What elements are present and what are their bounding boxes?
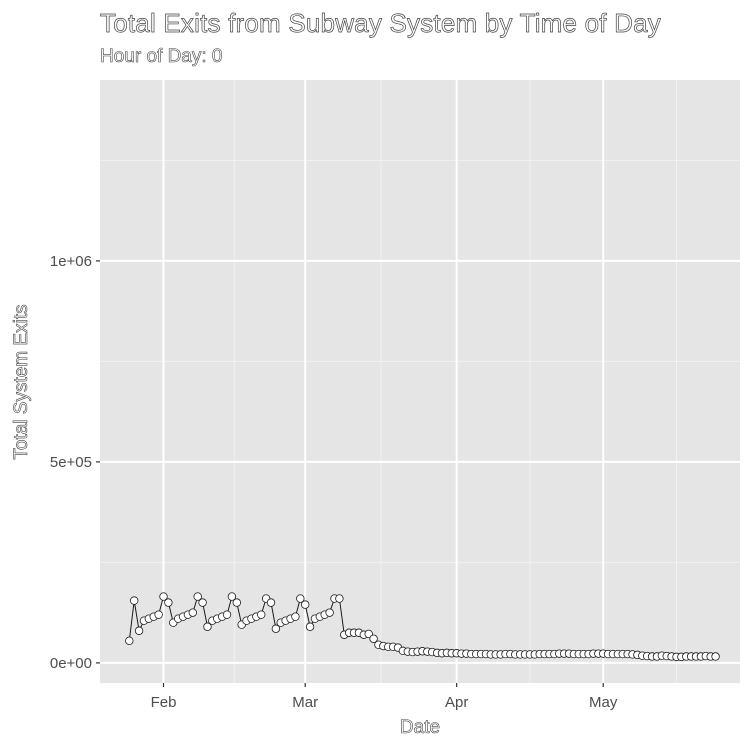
y-tick-label: 1e+06 [50,253,92,270]
data-point [188,608,198,617]
y-tick-label: 0e+00 [50,655,92,672]
data-series [125,592,720,662]
data-point [203,622,212,631]
y-tick-label: 5e+05 [50,454,92,471]
data-point [300,600,310,609]
x-tick-label: Apr [445,694,468,711]
data-point [335,594,344,603]
data-point [222,610,232,619]
data-point [227,592,237,601]
x-tick-label: Feb [151,694,177,711]
x-tick-label: May [589,694,618,711]
x-axis-title: Date [400,717,440,738]
y-axis-title: Total System Exits [11,304,32,459]
data-point [369,634,378,643]
major-gridlines [100,80,740,683]
data-point [134,626,144,635]
axes: Feb Mar Apr May 0e+00 5e+05 1e+06 [50,253,618,711]
chart-title: Total Exits from Subway System by Time o… [100,8,661,39]
data-point [193,592,202,601]
data-point [271,624,281,633]
data-point [257,610,266,619]
chart-subtitle: Hour of Day: 0 [100,46,223,68]
plot-panel [100,80,740,683]
data-point [232,598,241,607]
data-point [125,636,134,645]
data-point [266,598,276,607]
data-point [325,608,334,617]
data-point [198,598,207,607]
x-tick-label: Mar [292,694,318,711]
data-point [154,610,163,619]
minor-gridlines [100,80,740,683]
data-point [296,594,305,603]
data-point [129,596,139,605]
data-point [159,592,168,601]
data-point [305,622,315,631]
data-point [711,652,720,661]
data-point [291,612,300,621]
data-point [164,598,173,607]
